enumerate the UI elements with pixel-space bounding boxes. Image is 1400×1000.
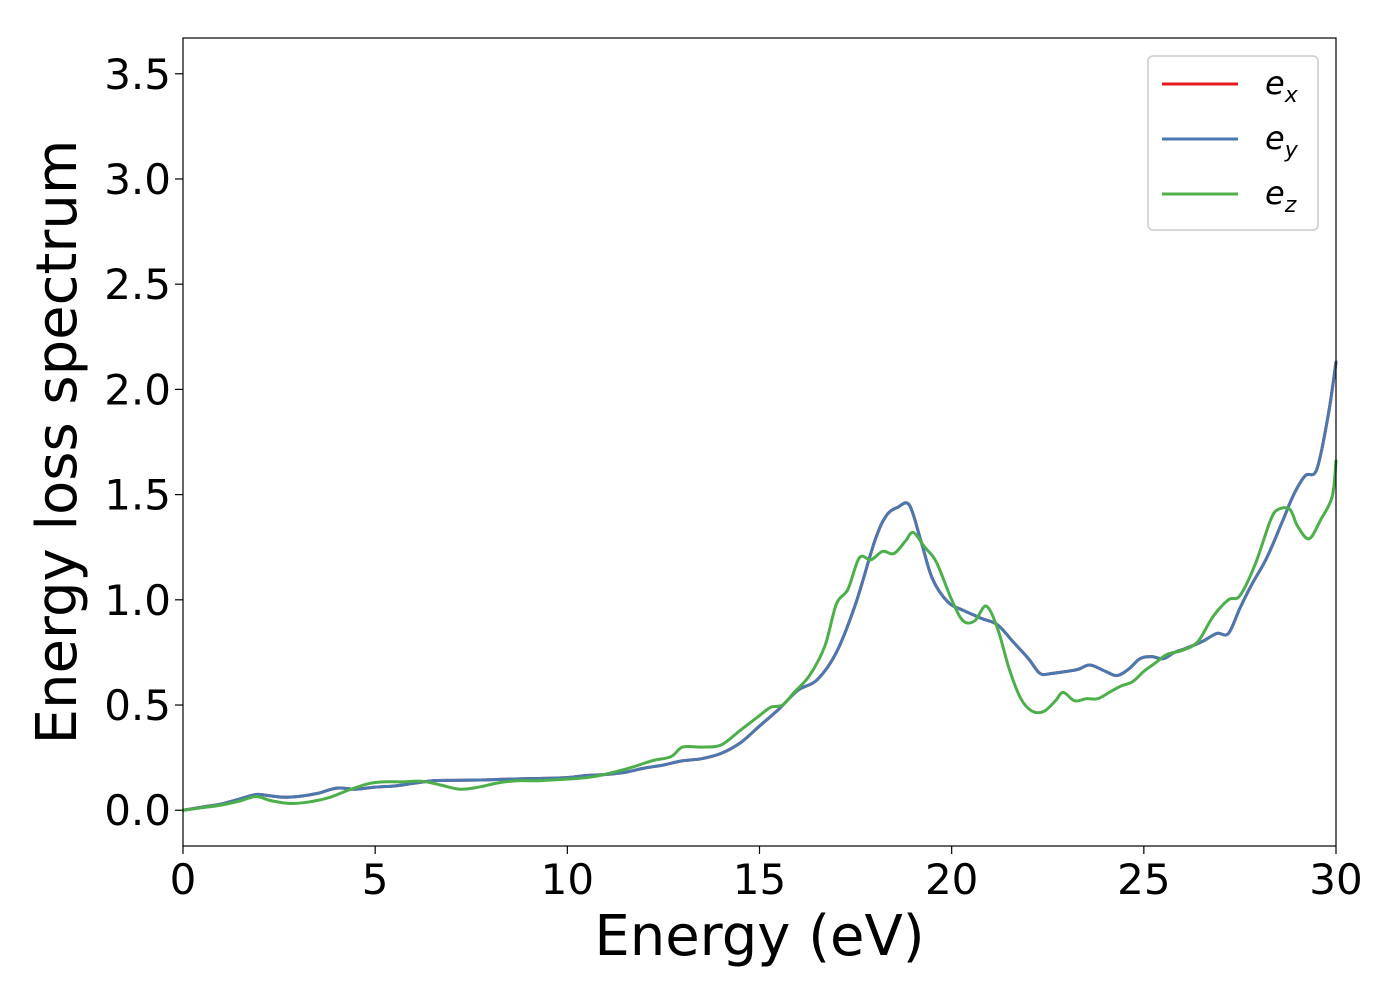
x-tick-label: 0	[170, 855, 197, 904]
legend-label-subscript: z	[1284, 193, 1297, 218]
legend-box	[1147, 55, 1319, 231]
x-tick-label: 30	[1309, 855, 1362, 904]
x-tick-label: 15	[733, 855, 786, 904]
y-tick-label: 1.0	[104, 576, 171, 625]
y-tick-label: 2.0	[104, 365, 171, 414]
y-axis-ticks: 0.0 0.5 1.0 1.5 2.0 2.5 3.0 3.5	[104, 50, 183, 835]
y-tick-label: 3.0	[104, 155, 171, 204]
legend-label-y: ey	[1265, 119, 1299, 163]
y-tick-label: 3.5	[104, 50, 171, 99]
y-axis-title: Energy loss spectrum	[25, 140, 90, 745]
plot-background	[183, 38, 1336, 846]
x-tick-label: 20	[925, 855, 978, 904]
series-line-z	[181, 459, 1338, 812]
y-tick-label: 1.5	[104, 471, 171, 520]
legend-label-x: ex	[1265, 64, 1299, 108]
x-tick-label: 10	[541, 855, 594, 904]
y-tick-label: 0.5	[104, 681, 171, 730]
x-tick-label: 25	[1117, 855, 1170, 904]
plot-frame	[182, 37, 1337, 847]
legend-label-subscript: y	[1284, 138, 1299, 163]
y-tick-label: 0.0	[104, 786, 171, 835]
series-lines	[181, 360, 1338, 812]
x-axis-title: Energy (eV)	[594, 904, 924, 969]
legend-label-base: e	[1265, 64, 1285, 102]
y-tick-label: 2.5	[104, 260, 171, 309]
x-tick-label: 5	[362, 855, 389, 904]
x-axis-ticks: 0 5 10 15 20 25 30	[170, 846, 1363, 904]
legend-label-z: ez	[1265, 174, 1297, 218]
legend-label-base: e	[1265, 174, 1285, 212]
legend-label-base: e	[1265, 119, 1285, 157]
legend-label-subscript: x	[1284, 83, 1299, 108]
